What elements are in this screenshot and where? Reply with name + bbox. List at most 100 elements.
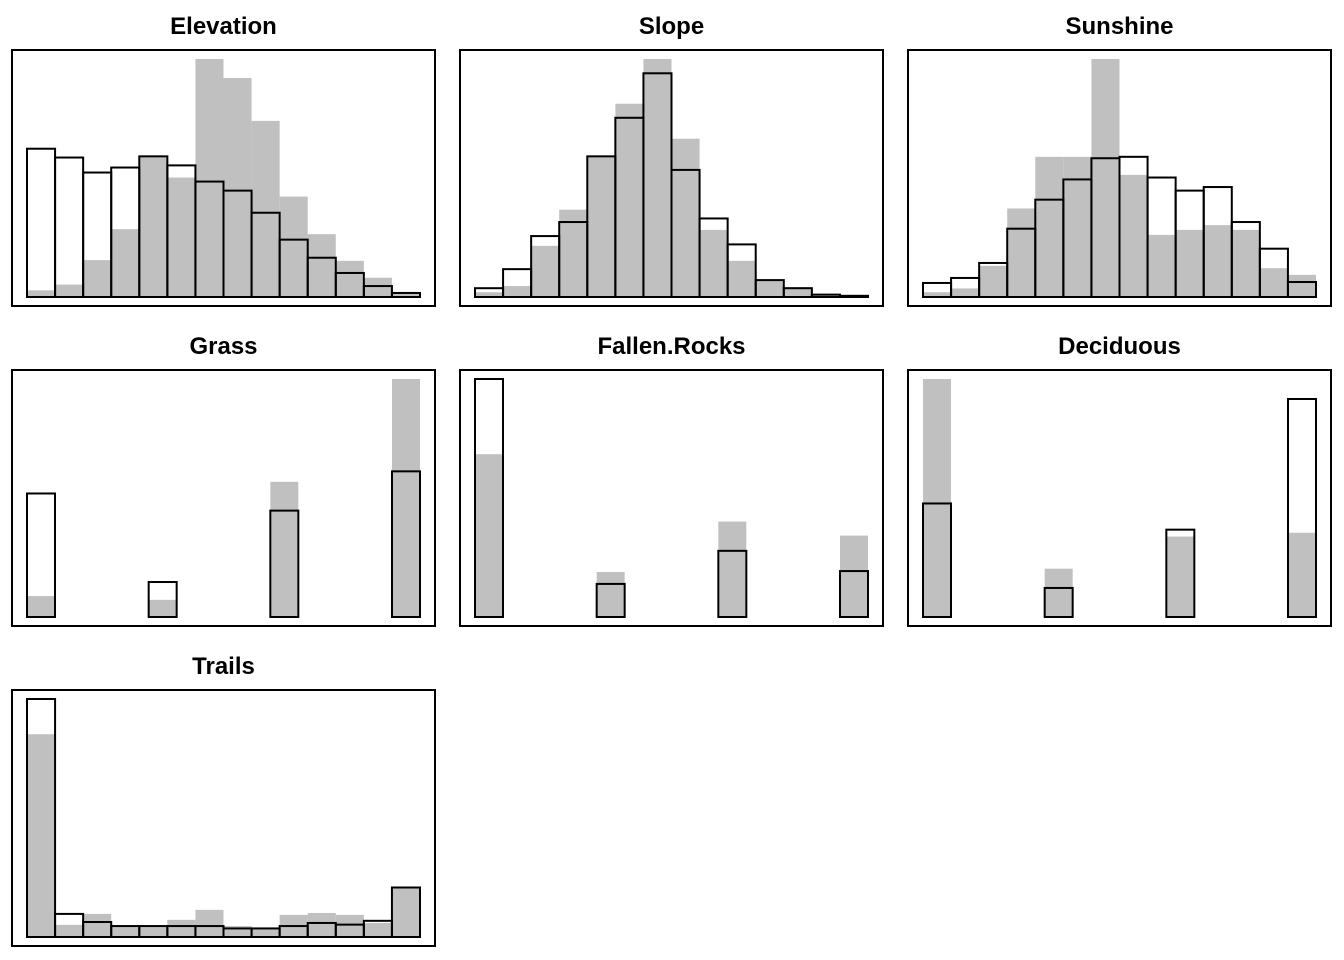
filled-bar xyxy=(195,59,224,297)
outline-bar xyxy=(838,294,870,298)
filled-bar xyxy=(951,288,980,297)
panel-grass: Grass xyxy=(11,333,436,627)
outline-bar xyxy=(54,156,85,298)
filled-bar xyxy=(475,292,504,297)
panel-trails: Trails xyxy=(11,653,436,947)
filled-bar xyxy=(363,922,392,937)
outline-bar xyxy=(595,582,626,619)
filled-bar xyxy=(643,59,672,297)
panel-frame xyxy=(459,49,884,307)
outline-bar xyxy=(782,287,813,298)
panel-title: Trails xyxy=(192,653,255,680)
filled-bar xyxy=(1063,156,1092,297)
filled-bar xyxy=(139,155,168,297)
filled-bar xyxy=(251,120,280,297)
filled-bar xyxy=(251,928,280,937)
filled-bar xyxy=(27,734,56,937)
panel-deciduous: Deciduous xyxy=(907,333,1332,627)
outline-bar xyxy=(839,570,869,618)
filled-bar xyxy=(783,287,812,297)
outline-bar xyxy=(269,509,300,619)
outline-bar xyxy=(1165,528,1196,618)
panel-title: Deciduous xyxy=(1058,333,1181,360)
panel-elevation: Elevation xyxy=(11,13,436,307)
filled-bar xyxy=(1288,532,1316,617)
panel-slope: Slope xyxy=(459,13,884,307)
filled-bar xyxy=(979,265,1008,297)
filled-bar xyxy=(27,596,55,617)
filled-bar xyxy=(671,138,700,297)
filled-bar xyxy=(923,292,952,297)
filled-bar xyxy=(1259,268,1288,297)
outline-bar xyxy=(1258,247,1289,299)
outline-bar xyxy=(26,492,56,618)
filled-bar xyxy=(111,926,140,937)
filled-bar xyxy=(55,924,84,937)
filled-bar xyxy=(475,454,503,617)
outline-bar xyxy=(726,243,757,298)
filled-bar xyxy=(699,229,728,297)
filled-bar xyxy=(279,196,308,297)
outline-bar xyxy=(334,271,365,299)
filled-bar xyxy=(615,103,644,297)
outline-bar xyxy=(717,549,748,618)
filled-bar xyxy=(1147,234,1176,297)
filled-bar xyxy=(167,177,196,297)
filled-bar xyxy=(335,914,364,937)
filled-bar xyxy=(148,599,177,617)
panel-title: Sunshine xyxy=(1065,13,1173,40)
filled-bar xyxy=(718,521,747,617)
outline-bar xyxy=(391,470,421,618)
filled-bar xyxy=(727,260,756,297)
filled-bar xyxy=(559,209,588,297)
filled-bar xyxy=(1044,568,1073,617)
filled-bar xyxy=(503,286,532,297)
filled-bar xyxy=(923,379,951,617)
filled-bar xyxy=(1175,229,1204,297)
filled-bar xyxy=(27,290,56,297)
filled-bar xyxy=(195,909,224,937)
outline-bar xyxy=(922,502,952,618)
panel-frame xyxy=(11,49,436,307)
filled-bar xyxy=(1203,225,1232,297)
outline-bar xyxy=(1287,397,1317,618)
outline-bar xyxy=(390,291,421,299)
filled-bar xyxy=(55,284,84,297)
panel-frame xyxy=(907,49,1332,307)
filled-bar xyxy=(391,292,420,297)
filled-bar xyxy=(1287,274,1316,297)
filled-bar xyxy=(391,887,420,937)
outline-bar xyxy=(390,886,421,938)
panel-fallen-rocks: Fallen.Rocks xyxy=(459,333,884,627)
filled-bar xyxy=(1166,536,1195,617)
filled-bar xyxy=(587,156,616,297)
filled-bar xyxy=(811,294,840,297)
filled-bar xyxy=(1035,156,1064,297)
filled-bar xyxy=(392,379,420,617)
filled-bar xyxy=(223,78,252,297)
panel-frame xyxy=(907,369,1332,627)
filled-bar xyxy=(335,260,364,297)
filled-bar xyxy=(83,913,112,937)
panel-title: Slope xyxy=(639,13,704,40)
panel-title: Fallen.Rocks xyxy=(597,333,745,360)
filled-bar xyxy=(307,234,336,297)
panel-frame xyxy=(459,369,884,627)
filled-bar xyxy=(1007,208,1036,297)
outline-bar xyxy=(147,581,178,618)
outline-bar xyxy=(26,147,57,298)
filled-bar xyxy=(1231,229,1260,297)
filled-bar xyxy=(111,229,140,297)
panel-title: Grass xyxy=(189,333,257,360)
outline-bar xyxy=(362,285,393,299)
filled-bar xyxy=(270,481,299,617)
filled-bar xyxy=(139,926,168,937)
filled-bar xyxy=(223,926,252,937)
filled-bar xyxy=(363,277,392,297)
filled-bar xyxy=(307,912,336,937)
filled-bar xyxy=(167,919,196,937)
outline-bar xyxy=(1286,281,1318,299)
panel-title: Elevation xyxy=(170,13,277,40)
filled-bar xyxy=(1091,59,1120,297)
